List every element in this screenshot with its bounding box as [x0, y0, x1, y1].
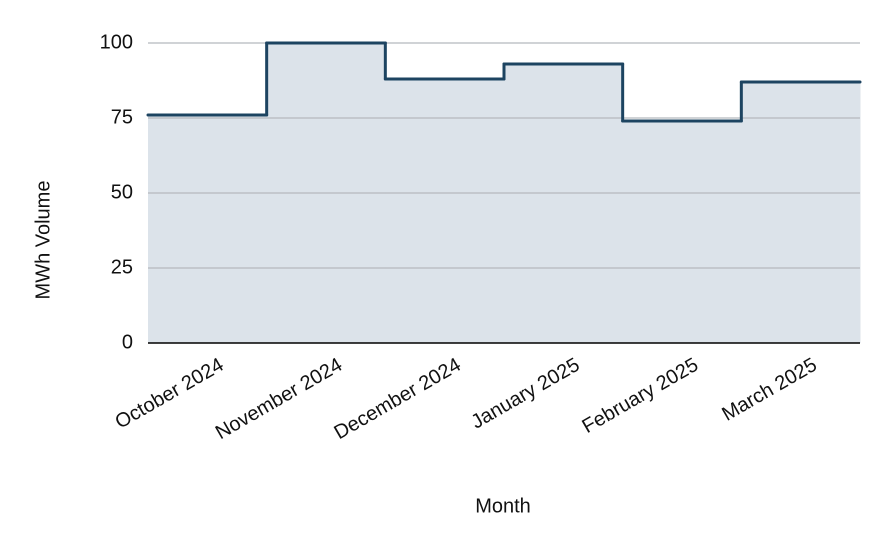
- x-tick-label: March 2025: [718, 354, 820, 426]
- x-tick-label: January 2025: [468, 354, 584, 434]
- y-axis-title: MWh Volume: [32, 181, 54, 300]
- y-tick-label: 0: [122, 331, 133, 353]
- area-fill: [741, 82, 861, 343]
- x-tick-label: November 2024: [212, 354, 346, 444]
- x-tick-label: December 2024: [331, 354, 465, 444]
- area-fill: [385, 79, 505, 343]
- x-tick-label: February 2025: [578, 354, 702, 438]
- x-axis-title: Month: [475, 495, 531, 517]
- y-tick-label: 50: [111, 181, 133, 203]
- area-fill: [504, 64, 624, 343]
- y-tick-label: 100: [100, 31, 133, 53]
- area-fill: [148, 115, 268, 343]
- area-fill: [622, 121, 742, 343]
- y-tick-label: 25: [111, 256, 133, 278]
- x-tick-label: October 2024: [112, 354, 228, 434]
- y-tick-label: 75: [111, 106, 133, 128]
